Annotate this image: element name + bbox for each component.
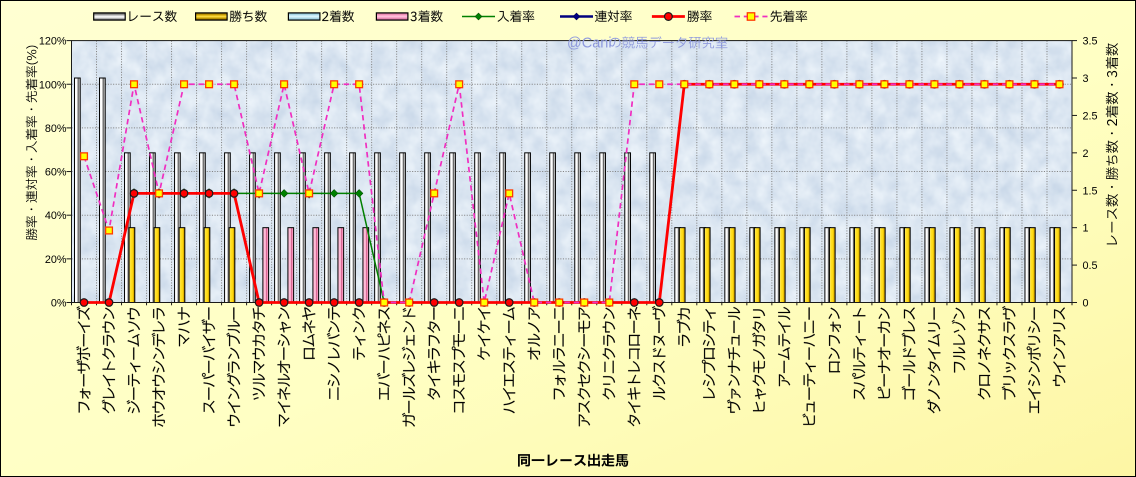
svg-text:2.5: 2.5 xyxy=(1083,110,1098,122)
svg-text:1.5: 1.5 xyxy=(1083,185,1098,197)
svg-text:@Cani: @Cani xyxy=(567,36,612,52)
svg-text:1: 1 xyxy=(1083,223,1089,235)
svg-text:120%: 120% xyxy=(39,36,67,48)
svg-text:40%: 40% xyxy=(45,210,67,222)
svg-text:80%: 80% xyxy=(45,123,67,135)
svg-text:20%: 20% xyxy=(45,254,67,266)
svg-text:100%: 100% xyxy=(39,79,67,91)
svg-text:3.5: 3.5 xyxy=(1083,36,1098,48)
svg-text:3: 3 xyxy=(1083,73,1089,85)
svg-text:0: 0 xyxy=(1083,298,1089,310)
svg-text:0.5: 0.5 xyxy=(1083,260,1098,272)
svg-text:60%: 60% xyxy=(45,167,67,179)
svg-text:2: 2 xyxy=(1083,148,1089,160)
svg-text:0%: 0% xyxy=(51,298,67,310)
